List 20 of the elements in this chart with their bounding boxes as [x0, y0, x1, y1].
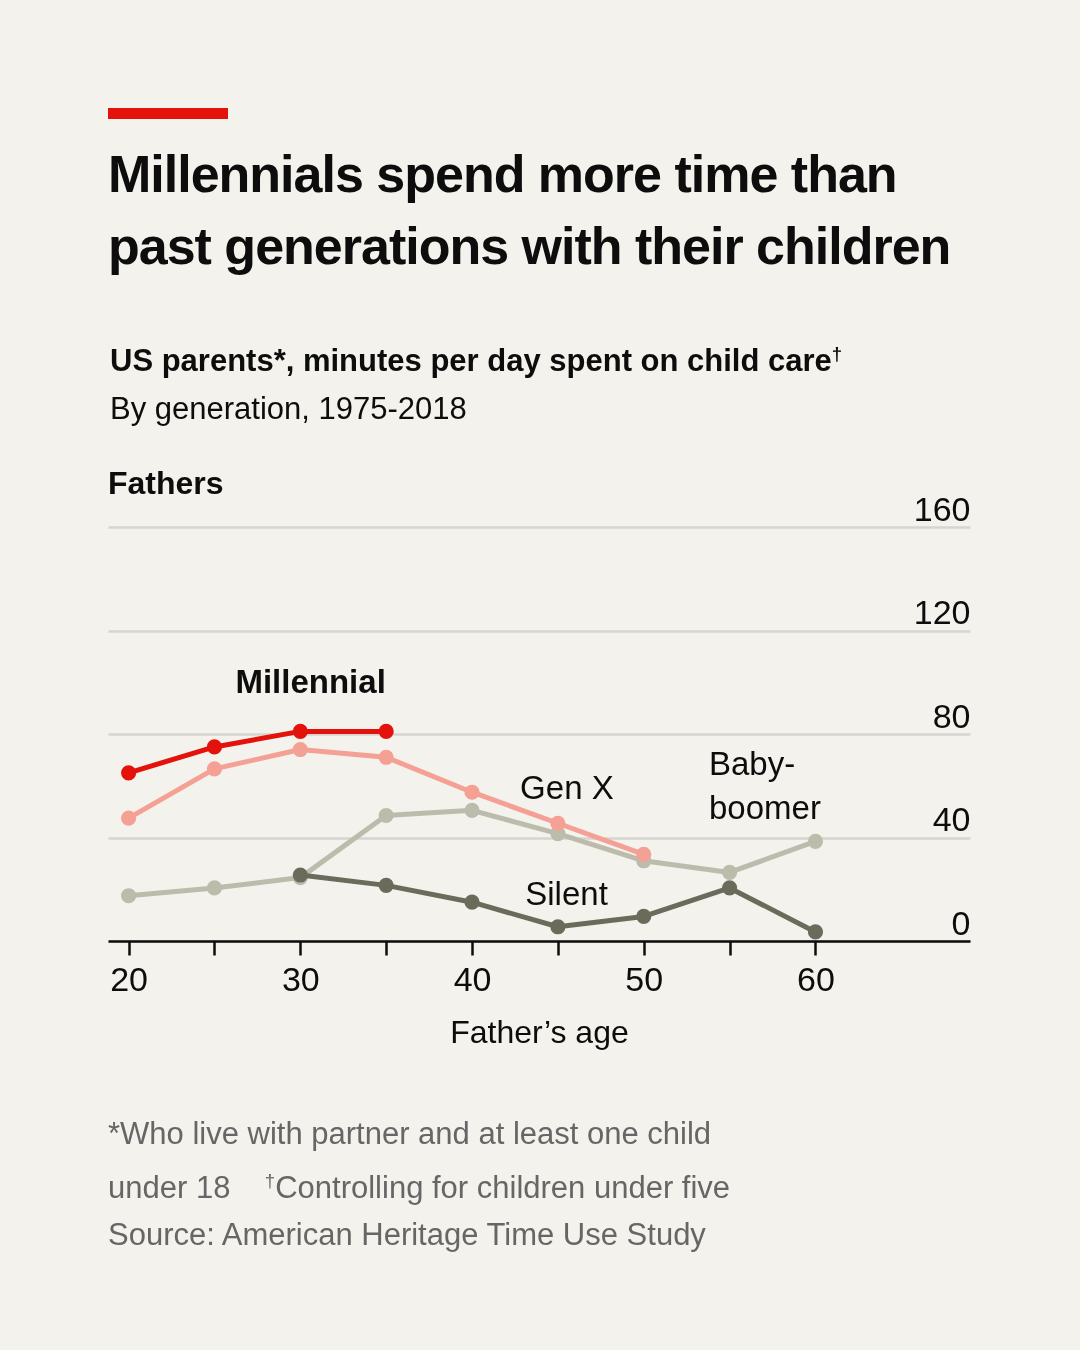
x-axis-title: Father’s age [450, 1013, 629, 1050]
y-tick-label: 80 [932, 696, 971, 735]
series-label: Gen X [520, 768, 614, 806]
text: Fathers [108, 465, 224, 502]
chart-title: Millennials spend more time than past generations with their children [108, 144, 952, 277]
y-tick-label: 40 [932, 800, 971, 838]
x-tick-label: 30 [281, 959, 320, 998]
x-tick-label: 60 [797, 959, 835, 998]
series-label: Millennial [235, 662, 386, 700]
series-label: Silent [525, 874, 608, 912]
x-tick-label: 50 [625, 959, 664, 998]
text: US parents*, minutes per day spent on child care$^{†}$ By generation, 1975-2018 [110, 343, 843, 427]
y-tick-label: 160 [913, 489, 971, 528]
source-note: Source: American Heritage Time Use Study [108, 1216, 707, 1255]
text: *Who live with partner and at least one child under 18 $^{†}$Controlling for children under five [108, 1115, 732, 1208]
series-label: Baby-boomer [709, 745, 821, 827]
x-tick-label: 40 [453, 959, 492, 998]
y-tick-label: 0 [951, 903, 971, 942]
x-tick-label: 20 [110, 959, 149, 998]
y-tick-label: 120 [913, 593, 971, 631]
